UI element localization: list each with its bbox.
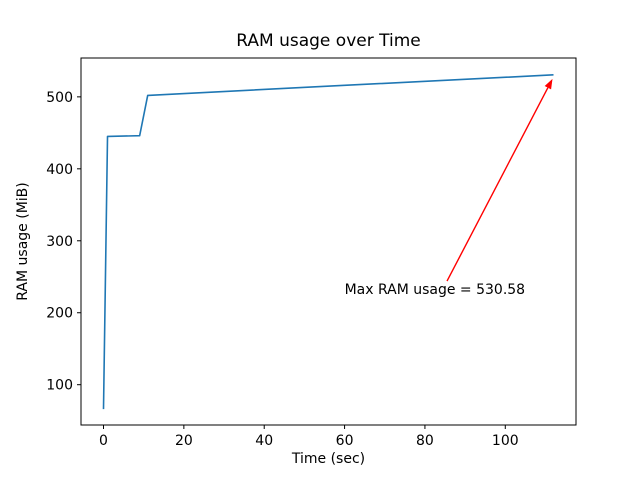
annotation-arrow-head: [544, 78, 553, 90]
axes-frame: [80, 57, 577, 426]
chart-title: RAM usage over Time: [236, 31, 420, 51]
x-tick-label: 60: [336, 433, 354, 449]
x-tick-label: 40: [255, 433, 273, 449]
y-tick-label: 100: [46, 378, 73, 394]
annotation-label: Max RAM usage = 530.58: [345, 282, 526, 298]
x-tick-label: 0: [99, 433, 108, 449]
y-tick-label: 200: [46, 306, 73, 322]
y-axis-label: RAM usage (MiB): [15, 182, 31, 300]
x-tick-label: 100: [492, 433, 519, 449]
x-tick-label: 80: [416, 433, 434, 449]
y-tick-label: 500: [46, 90, 73, 106]
annotation-arrow-shaft: [446, 87, 549, 282]
plot-area: 0 20 40 60 80 100 100 200 300 400 500: [46, 57, 577, 449]
y-tick-label: 300: [46, 234, 73, 250]
data-line: [102, 74, 554, 410]
x-tick-label: 20: [175, 433, 193, 449]
y-tick-label: 400: [46, 162, 73, 178]
x-axis-label: Time (sec): [291, 451, 365, 467]
